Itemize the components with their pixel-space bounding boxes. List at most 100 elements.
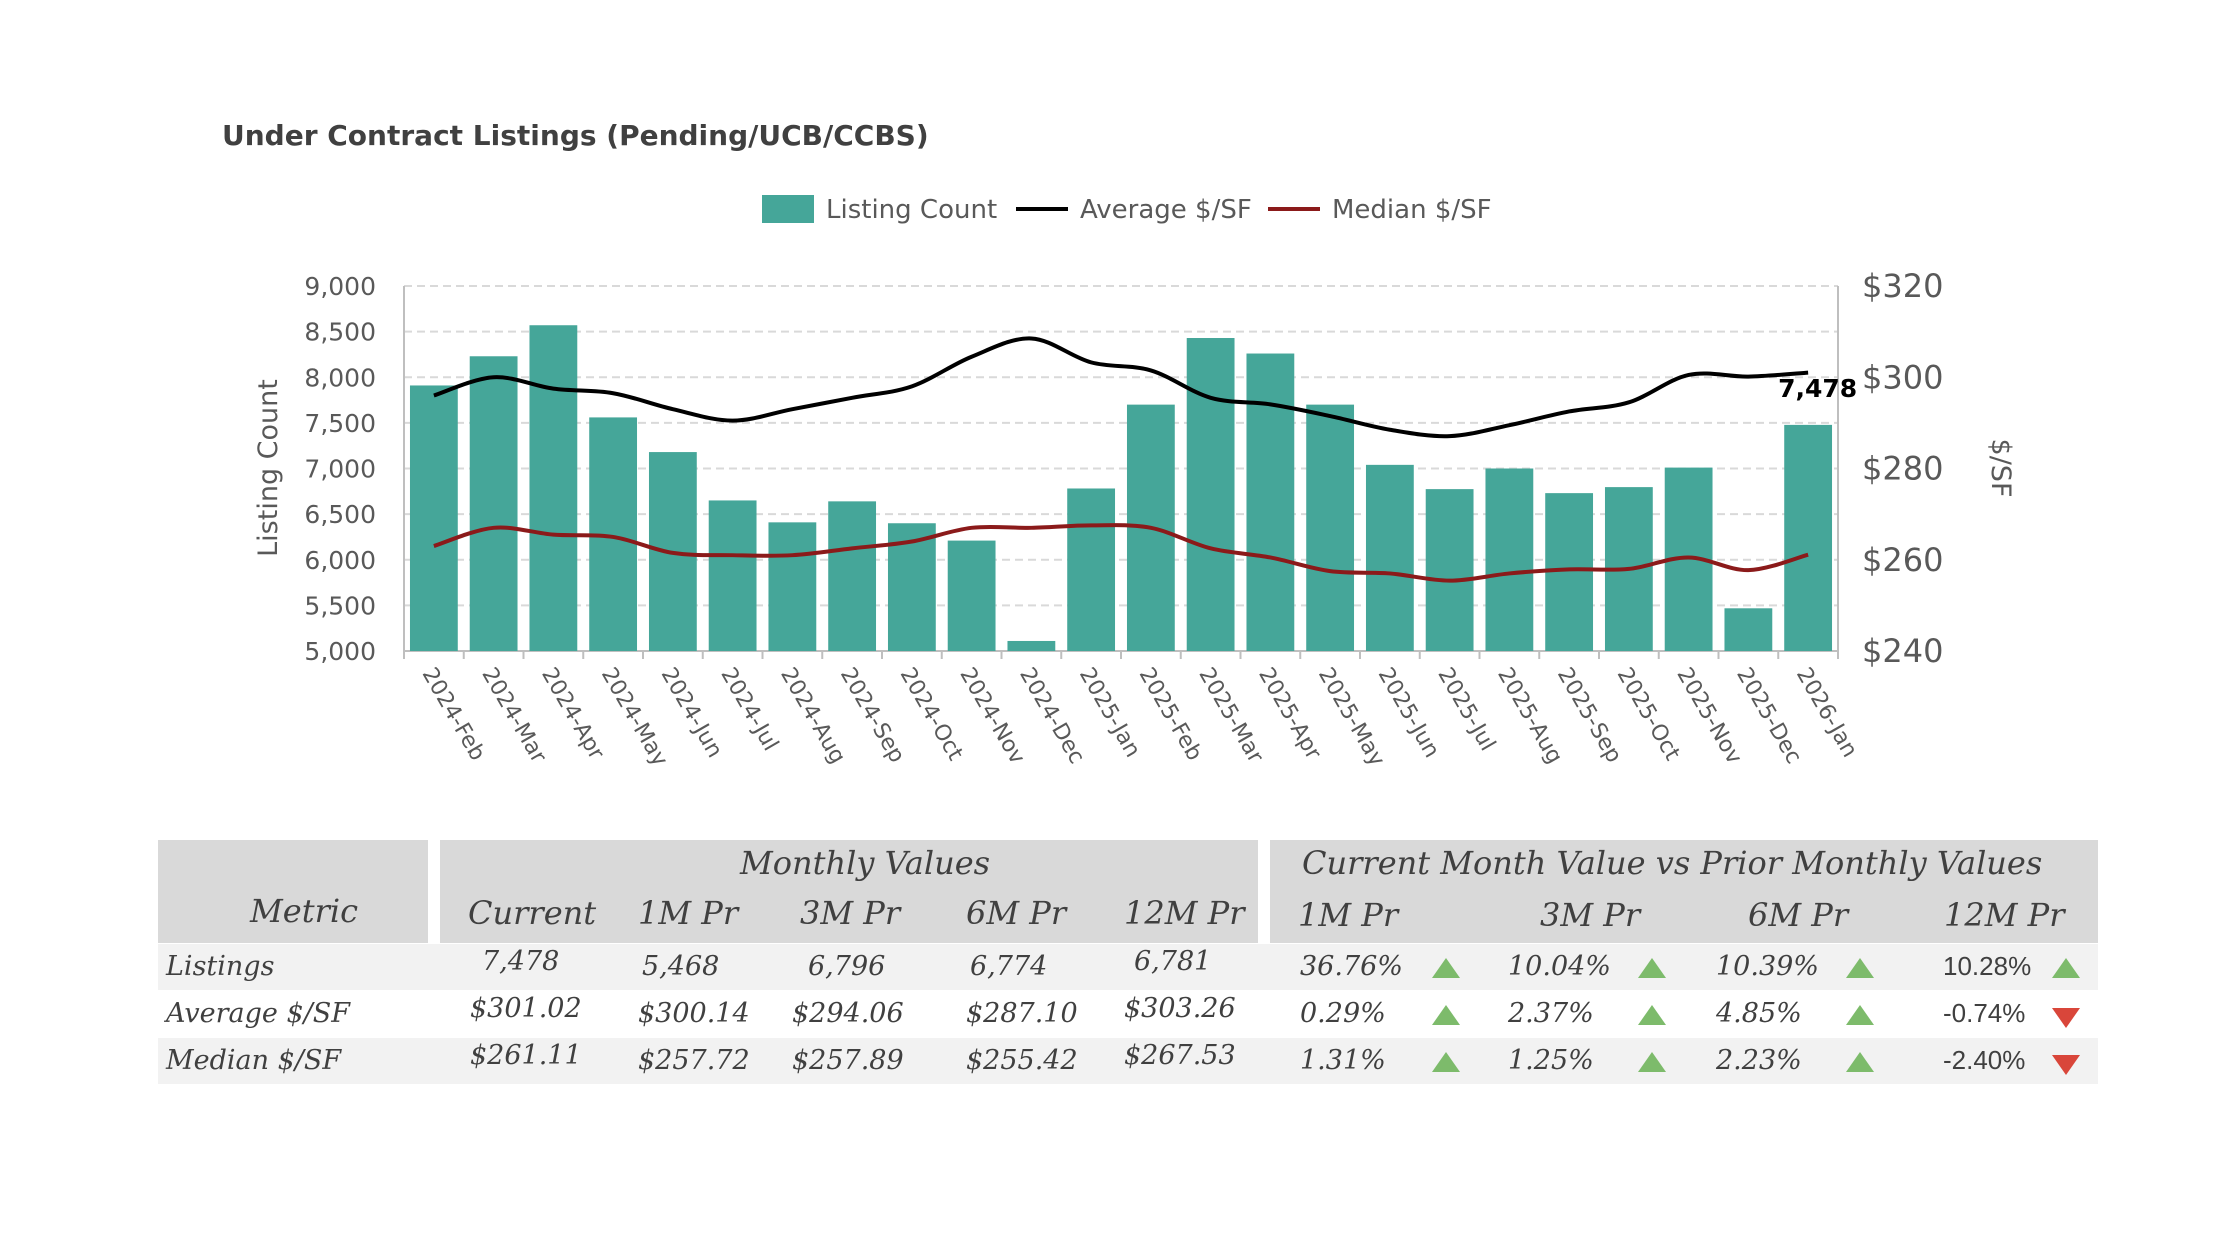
y2-tick-label: $240 bbox=[1862, 632, 1943, 670]
up-arrow-icon bbox=[1638, 1005, 1666, 1025]
x-tick-label: 2025-Jul bbox=[1432, 664, 1500, 756]
bar bbox=[529, 325, 578, 651]
average-psf-line bbox=[433, 336, 1809, 439]
cell-3m: 6,796 bbox=[808, 951, 886, 982]
y-tick-label: 7,500 bbox=[304, 409, 376, 438]
monthly-values-header-cell: Monthly Values Current 1M Pr 3M Pr 6M Pr… bbox=[440, 840, 1258, 943]
table-row-listings: Listings 7,478 5,468 6,796 6,774 6,781 3… bbox=[158, 944, 2098, 990]
cmp-6m: 10.39% bbox=[1716, 951, 1819, 982]
cmp-6m: 2.23% bbox=[1716, 1045, 1802, 1076]
y2-tick-label: $320 bbox=[1862, 267, 1943, 305]
bar bbox=[1365, 464, 1414, 651]
up-arrow-icon bbox=[1846, 1005, 1874, 1025]
row-metric: Median $/SF bbox=[166, 1045, 342, 1076]
col-header-1m: 1M Pr bbox=[638, 894, 739, 932]
up-arrow-icon bbox=[1846, 958, 1874, 978]
cell-1m: 5,468 bbox=[642, 951, 720, 982]
down-arrow-icon bbox=[2052, 1008, 2080, 1028]
bar bbox=[768, 522, 817, 651]
cell-6m: 6,774 bbox=[970, 951, 1048, 982]
metric-header-cell: Metric bbox=[158, 840, 428, 943]
x-tick-label: 2024-Jul bbox=[715, 664, 783, 756]
median-psf-line bbox=[433, 523, 1809, 583]
cell-current: 7,478 bbox=[482, 946, 560, 977]
cmp-12m: -2.40% bbox=[1943, 1045, 2026, 1075]
cmp-6m: 4.85% bbox=[1716, 998, 1802, 1029]
cell-3m: $257.89 bbox=[792, 1045, 904, 1076]
up-arrow-icon bbox=[2052, 958, 2080, 978]
cell-3m: $294.06 bbox=[792, 998, 904, 1029]
bar bbox=[1007, 640, 1056, 651]
cell-12m: $267.53 bbox=[1124, 1040, 1236, 1071]
bar bbox=[1246, 353, 1295, 651]
bar bbox=[1485, 468, 1534, 651]
cell-1m: $257.72 bbox=[638, 1045, 750, 1076]
y2-tick-label: $260 bbox=[1862, 541, 1943, 579]
y-tick-label: 5,000 bbox=[304, 637, 376, 666]
row-metric: Listings bbox=[166, 951, 275, 982]
legend-label-median: Median $/SF bbox=[1332, 195, 1492, 225]
up-arrow-icon bbox=[1638, 958, 1666, 978]
y2-tick-label: $280 bbox=[1862, 450, 1943, 488]
y2-axis-title: $/SF bbox=[1985, 439, 2016, 498]
cmp-header-12m: 12M Pr bbox=[1944, 896, 2065, 934]
row-metric: Average $/SF bbox=[166, 998, 350, 1029]
col-header-6m: 6M Pr bbox=[966, 894, 1067, 932]
cmp-header-6m: 6M Pr bbox=[1748, 896, 1849, 934]
cmp-3m: 1.25% bbox=[1508, 1045, 1594, 1076]
cell-12m: $303.26 bbox=[1124, 993, 1236, 1024]
y-axis-title: Listing Count bbox=[253, 379, 284, 557]
y2-tick-label: $300 bbox=[1862, 358, 1943, 396]
bar bbox=[947, 540, 996, 651]
chart: Under Contract Listings (Pending/UCB/CCB… bbox=[222, 119, 2016, 771]
comparison-header-cell: Current Month Value vs Prior Monthly Val… bbox=[1270, 840, 2098, 943]
cmp-1m: 0.29% bbox=[1300, 998, 1386, 1029]
cell-6m: $287.10 bbox=[966, 998, 1078, 1029]
bar bbox=[1186, 338, 1235, 651]
cell-6m: $255.42 bbox=[966, 1045, 1078, 1076]
chart-title: Under Contract Listings (Pending/UCB/CCB… bbox=[222, 119, 929, 152]
y-tick-label: 6,500 bbox=[304, 500, 376, 529]
table-row-average-psf: Average $/SF $301.02 $300.14 $294.06 $28… bbox=[158, 991, 2098, 1037]
cell-1m: $300.14 bbox=[638, 998, 750, 1029]
up-arrow-icon bbox=[1432, 1052, 1460, 1072]
data-label-last-bar: 7,478 bbox=[1778, 374, 1857, 403]
up-arrow-icon bbox=[1846, 1052, 1874, 1072]
legend-label-listing-count: Listing Count bbox=[826, 195, 997, 225]
bar bbox=[708, 500, 757, 651]
bar bbox=[1425, 489, 1474, 651]
up-arrow-icon bbox=[1432, 1005, 1460, 1025]
table-row-median-psf: Median $/SF $261.11 $257.72 $257.89 $255… bbox=[158, 1038, 2098, 1084]
y-tick-label: 8,500 bbox=[304, 318, 376, 347]
comparison-header: Current Month Value vs Prior Monthly Val… bbox=[1302, 844, 2043, 882]
cmp-header-1m: 1M Pr bbox=[1298, 896, 1399, 934]
up-arrow-icon bbox=[1432, 958, 1460, 978]
legend-swatch-listing-count bbox=[762, 195, 814, 223]
cmp-12m: -0.74% bbox=[1943, 998, 2026, 1028]
cell-current: $261.11 bbox=[470, 1040, 582, 1071]
y-tick-label: 8,000 bbox=[304, 363, 376, 392]
y-tick-label: 7,000 bbox=[304, 455, 376, 484]
cmp-header-3m: 3M Pr bbox=[1540, 896, 1641, 934]
legend-label-average: Average $/SF bbox=[1080, 195, 1252, 225]
bar bbox=[1306, 404, 1355, 651]
cell-12m: 6,781 bbox=[1134, 946, 1212, 977]
col-header-current: Current bbox=[468, 894, 597, 932]
y-tick-label: 6,000 bbox=[304, 546, 376, 575]
bar bbox=[1784, 424, 1833, 651]
cmp-3m: 2.37% bbox=[1508, 998, 1594, 1029]
monthly-values-header: Monthly Values bbox=[740, 844, 991, 882]
bar bbox=[828, 501, 877, 651]
bar bbox=[1067, 488, 1116, 651]
down-arrow-icon bbox=[2052, 1055, 2080, 1075]
cmp-1m: 1.31% bbox=[1300, 1045, 1386, 1076]
cell-current: $301.02 bbox=[470, 993, 582, 1024]
bar bbox=[409, 385, 458, 651]
col-header-12m: 12M Pr bbox=[1124, 894, 1245, 932]
metric-header: Metric bbox=[250, 892, 359, 930]
cmp-3m: 10.04% bbox=[1508, 951, 1611, 982]
y-tick-label: 5,500 bbox=[304, 591, 376, 620]
y-tick-label: 9,000 bbox=[304, 272, 376, 301]
cmp-12m: 10.28% bbox=[1943, 951, 2032, 981]
up-arrow-icon bbox=[1638, 1052, 1666, 1072]
